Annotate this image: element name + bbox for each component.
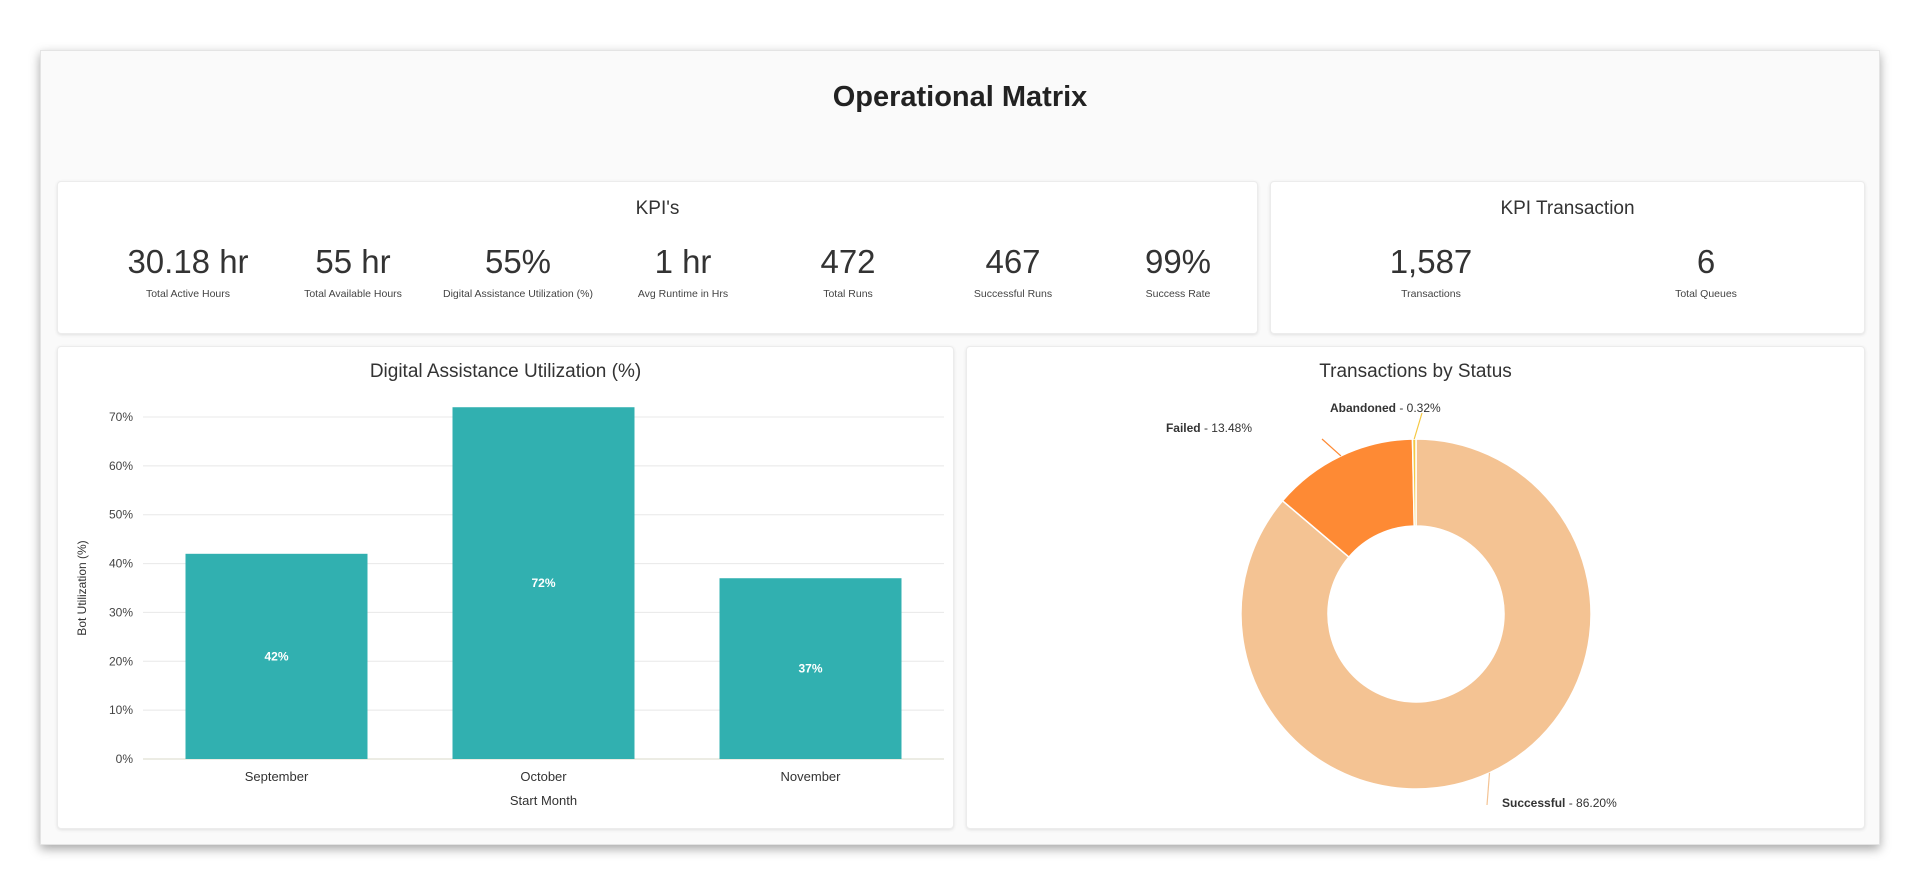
slice-label: Failed - 13.48%: [1166, 421, 1252, 435]
bar: [185, 553, 368, 759]
slice-label-name: Abandoned: [1330, 401, 1396, 415]
transactions-donut-chart: Successful - 86.20% Failed - 13.48% Abando…: [1166, 401, 1617, 810]
x-tick-label: October: [520, 769, 567, 784]
bar: [719, 578, 902, 759]
slice-label-value: - 13.48%: [1201, 421, 1253, 435]
kpi-transaction-title: KPI Transaction: [1500, 198, 1635, 219]
bar-chart-title: Digital Assistance Utilization (%): [369, 361, 642, 382]
bar-value-label: 42%: [264, 649, 288, 663]
dashboard: Operational Matrix KPI's 30.18 hr Total …: [40, 50, 1880, 845]
bar-value-label: 37%: [798, 662, 822, 676]
donut-chart-title: Transactions by Status: [1319, 361, 1512, 382]
kpi-avg-runtime: 1 hr Avg Runtime in Hrs: [598, 245, 768, 300]
leader-line: [1413, 412, 1423, 440]
kpi-transaction-card: KPI Transaction 1,587 Transactions 6 Tot…: [1270, 181, 1865, 334]
y-tick-label: 30%: [109, 605, 133, 619]
kpi-value: 1,587: [1389, 243, 1473, 280]
kpi-value: 30.18 hr: [127, 243, 249, 280]
y-tick-label: 50%: [109, 508, 133, 522]
kpi-total-queues: 6 Total Queues: [1621, 245, 1791, 300]
y-tick-label: 70%: [109, 410, 133, 424]
kpi-label: Total Available Hours: [304, 288, 402, 300]
slice-label: Abandoned - 0.32%: [1330, 401, 1441, 415]
kpi-label: Successful Runs: [973, 288, 1053, 300]
kpi-successful-runs: 467 Successful Runs: [928, 245, 1098, 300]
kpi-value: 99%: [1144, 243, 1212, 280]
kpi-label: Avg Runtime in Hrs: [637, 288, 729, 300]
y-tick-label: 20%: [109, 654, 133, 668]
bar-value-label: 72%: [531, 576, 555, 590]
kpi-value: 55%: [484, 243, 552, 280]
leader-line: [1321, 438, 1342, 457]
kpi-label: Total Active Hours: [145, 288, 231, 300]
x-tick-label: November: [781, 769, 842, 784]
slice-label-name: Successful: [1502, 796, 1565, 810]
kpi-label: Success Rate: [1145, 288, 1211, 300]
kpi-total-available-hours: 55 hr Total Available Hours: [268, 245, 438, 300]
kpi-total-runs: 472 Total Runs: [763, 245, 933, 300]
kpi-card-title: KPI's: [635, 198, 680, 219]
slice-label-value: - 86.20%: [1565, 796, 1617, 810]
y-tick-label: 60%: [109, 459, 133, 473]
y-tick-label: 40%: [109, 557, 133, 571]
slice-label-value: - 0.32%: [1396, 401, 1441, 415]
leader-line: [1486, 772, 1491, 806]
utilization-chart-card: Digital Assistance Utilization (%) 0% 10%…: [57, 346, 954, 829]
slice-label: Successful - 86.20%: [1502, 796, 1617, 810]
kpi-card: KPI's 30.18 hr Total Active Hours 55 hr …: [57, 181, 1258, 334]
x-tick-label: September: [245, 769, 309, 784]
kpi-label: Transactions: [1401, 288, 1461, 300]
kpi-value: 467: [985, 243, 1041, 280]
kpi-label: Total Queues: [1675, 288, 1737, 300]
kpi-success-rate: 99% Success Rate: [1093, 245, 1263, 300]
bar: [452, 407, 635, 759]
kpi-label: Digital Assistance Utilization (%): [443, 288, 593, 300]
slice-label-name: Failed: [1166, 421, 1201, 435]
y-tick-label: 0%: [116, 752, 134, 766]
kpi-value: 55 hr: [315, 243, 391, 280]
dashboard-title: Operational Matrix: [832, 81, 1088, 113]
donut-slice-successful: [1240, 438, 1592, 790]
kpi-label: Total Runs: [823, 288, 873, 300]
kpi-transactions: 1,587 Transactions: [1346, 245, 1516, 300]
utilization-bar-chart: 0% 10% 20% 30% 40% 50% 60% 70% 42% September 72% Oc…: [75, 407, 944, 808]
kpi-value: 6: [1696, 243, 1716, 280]
kpi-value: 472: [820, 243, 876, 280]
transactions-status-card: Transactions by Status Successful - 86.2…: [966, 346, 1865, 829]
y-axis-label: Bot Utilization (%): [75, 540, 89, 635]
kpi-digital-assistance-utilization: 55% Digital Assistance Utilization (%): [433, 245, 603, 300]
x-axis-label: Start Month: [510, 793, 577, 808]
kpi-total-active-hours: 30.18 hr Total Active Hours: [103, 245, 273, 300]
donut-slice-abandoned: [1411, 438, 1417, 527]
kpi-value: 1 hr: [654, 243, 712, 280]
y-tick-label: 10%: [109, 703, 133, 717]
